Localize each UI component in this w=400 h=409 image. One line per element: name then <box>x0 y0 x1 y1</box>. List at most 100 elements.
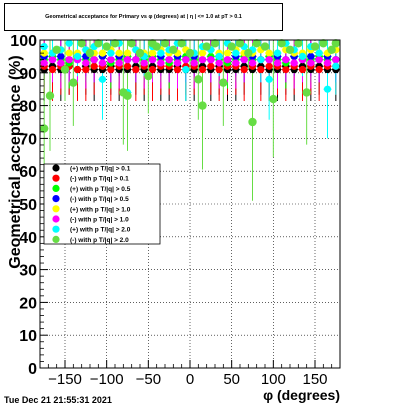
data-point <box>173 59 182 67</box>
data-point <box>152 42 161 51</box>
data-point <box>65 49 73 57</box>
data-point <box>215 59 223 67</box>
data-point <box>73 52 82 61</box>
data-point <box>90 56 98 64</box>
data-point <box>198 56 207 64</box>
data-point <box>210 39 220 48</box>
data-point <box>223 49 232 57</box>
data-point <box>315 56 323 64</box>
data-point <box>132 65 140 74</box>
legend-marker <box>52 195 60 203</box>
data-point <box>323 59 332 67</box>
data-point <box>307 52 315 61</box>
legend-label: (+) with p T/|q| > 0.5 <box>70 186 131 193</box>
data-point <box>160 39 170 48</box>
data-point <box>48 65 57 74</box>
y-tick-label: 100 <box>10 33 37 50</box>
data-point <box>215 52 223 61</box>
data-point <box>173 65 182 74</box>
data-point <box>223 56 232 64</box>
data-point <box>107 56 115 64</box>
data-point <box>102 42 111 51</box>
data-point <box>77 39 86 48</box>
data-point <box>273 59 282 67</box>
legend-label: (-) with p T/|q| > 1.0 <box>70 217 129 224</box>
data-point <box>265 56 273 64</box>
data-point <box>115 49 123 57</box>
data-point <box>260 42 270 51</box>
data-point <box>144 71 153 81</box>
data-point <box>265 75 273 83</box>
data-point <box>323 85 332 93</box>
data-point <box>257 56 265 64</box>
data-point <box>232 59 240 67</box>
data-point <box>298 52 307 61</box>
data-point <box>315 65 323 74</box>
y-tick-label: 0 <box>28 361 37 378</box>
legend-box <box>43 163 161 245</box>
data-point <box>265 49 273 57</box>
data-point <box>57 59 65 67</box>
data-point <box>257 65 265 74</box>
y-tick-label: 20 <box>19 295 37 312</box>
data-point <box>135 48 145 58</box>
y-tick-label: 10 <box>19 328 37 345</box>
data-point <box>327 45 336 55</box>
data-point <box>85 48 95 58</box>
data-point <box>165 56 173 64</box>
data-point <box>98 49 107 57</box>
data-point <box>110 39 120 48</box>
y-tick-labels: 0 10 20 30 40 50 60 70 80 90 100 <box>10 33 37 378</box>
data-point <box>123 62 132 70</box>
data-point <box>332 56 340 64</box>
data-point <box>215 65 223 74</box>
data-point <box>107 65 115 74</box>
chart-title: Geometrical acceptance for Primary vs φ … <box>45 14 242 20</box>
data-point <box>65 39 73 47</box>
data-point <box>282 65 290 74</box>
legend-marker <box>52 205 60 213</box>
data-point <box>169 45 178 55</box>
grid-lines <box>40 40 340 368</box>
data-point <box>57 52 65 61</box>
data-point <box>40 59 48 67</box>
data-point <box>248 117 257 127</box>
data-point <box>265 62 273 70</box>
data-point <box>107 49 115 57</box>
y-tick-label: 90 <box>19 66 37 83</box>
data-point <box>227 42 236 51</box>
legend-marker <box>52 174 60 182</box>
data-point <box>177 39 186 48</box>
data-point <box>45 91 55 100</box>
legend-marker <box>52 184 60 192</box>
data-point <box>269 94 278 104</box>
timestamp-footer: Tue Dec 21 21:55:31 2021 <box>4 395 112 405</box>
legend: (+) with p T/|q| > 0.1 (-) with p T/|q| >… <box>43 163 161 245</box>
data-point <box>285 45 295 55</box>
data-point <box>198 65 207 74</box>
data-point <box>40 49 48 57</box>
data-point <box>65 56 73 64</box>
data-point <box>182 56 190 64</box>
data-point <box>98 59 107 67</box>
data-point <box>60 65 70 74</box>
x-axis-label: φ (degrees) <box>263 387 340 403</box>
data-point <box>294 39 303 48</box>
data-point <box>207 56 215 64</box>
data-point <box>185 48 195 58</box>
data-point <box>248 59 257 67</box>
y-axis-label: Geometrical acceptance (%) <box>7 55 24 268</box>
x-tick-label: −150 <box>48 371 82 388</box>
data-point <box>69 78 78 87</box>
data-point <box>307 59 315 67</box>
y-tick-label: 50 <box>19 197 37 214</box>
legend-marker <box>52 164 60 172</box>
y-tick-label: 80 <box>19 99 37 116</box>
data-point <box>39 124 49 133</box>
data-point <box>148 65 157 74</box>
y-tick-label: 40 <box>19 230 37 247</box>
data-point <box>148 49 157 57</box>
data-point <box>194 75 203 84</box>
data-point <box>148 56 157 64</box>
